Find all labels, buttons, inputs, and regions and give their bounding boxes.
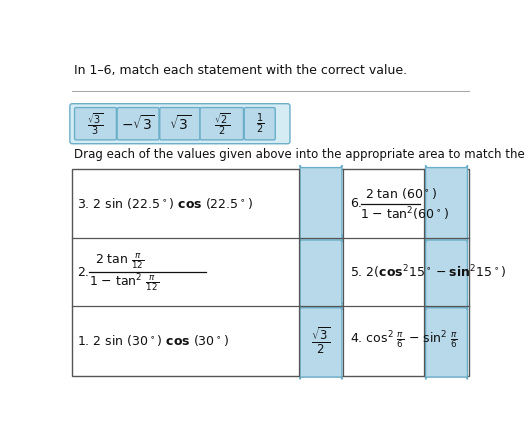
Text: In 1–6, match each statement with the correct value.: In 1–6, match each statement with the co…	[74, 64, 407, 77]
Text: 1 $-$ tan$^2$ $\frac{\pi}{12}$: 1 $-$ tan$^2$ $\frac{\pi}{12}$	[89, 273, 159, 294]
Text: 1. 2 sin (30$^\circ$) $\mathbf{cos}$ (30$^\circ$): 1. 2 sin (30$^\circ$) $\mathbf{cos}$ (30…	[77, 333, 229, 348]
FancyBboxPatch shape	[70, 104, 290, 144]
FancyBboxPatch shape	[244, 108, 275, 140]
Text: 5. 2$\left(\mathbf{cos}^2 15^\circ - \mathbf{sin}^2 15^\circ\right)$: 5. 2$\left(\mathbf{cos}^2 15^\circ - \ma…	[350, 264, 506, 281]
Text: 4. cos$^2$ $\frac{\pi}{6}$ $-$ sin$^2$ $\frac{\pi}{6}$: 4. cos$^2$ $\frac{\pi}{6}$ $-$ sin$^2$ $…	[350, 330, 458, 351]
Text: 1 $-$ tan$^2$(60$^\circ$): 1 $-$ tan$^2$(60$^\circ$)	[361, 206, 449, 224]
Text: 6.: 6.	[350, 197, 362, 210]
Text: 2.: 2.	[77, 266, 89, 279]
FancyBboxPatch shape	[426, 165, 467, 242]
Text: Drag each of the values given above into the appropriate area to match the expre: Drag each of the values given above into…	[74, 148, 528, 160]
Text: $\frac{\sqrt{3}}{3}$: $\frac{\sqrt{3}}{3}$	[88, 111, 103, 137]
Bar	[72, 169, 469, 375]
Text: $\frac{\sqrt{2}}{2}$: $\frac{\sqrt{2}}{2}$	[214, 111, 230, 137]
FancyBboxPatch shape	[300, 302, 342, 380]
FancyBboxPatch shape	[426, 235, 467, 310]
Text: $-\sqrt{3}$: $-\sqrt{3}$	[121, 114, 155, 133]
FancyBboxPatch shape	[300, 235, 342, 310]
Text: $\frac{1}{2}$: $\frac{1}{2}$	[256, 112, 264, 136]
Text: 2 tan $\frac{\pi}{12}$: 2 tan $\frac{\pi}{12}$	[96, 252, 145, 271]
FancyBboxPatch shape	[300, 165, 342, 242]
Text: 3. 2 sin (22.5$^\circ$) $\mathbf{cos}$ (22.5$^\circ$): 3. 2 sin (22.5$^\circ$) $\mathbf{cos}$ (…	[77, 196, 253, 211]
FancyBboxPatch shape	[74, 108, 116, 140]
FancyBboxPatch shape	[117, 108, 159, 140]
Text: 2 tan (60$^\circ$): 2 tan (60$^\circ$)	[365, 186, 438, 201]
FancyBboxPatch shape	[426, 302, 467, 380]
Text: $\frac{\sqrt{3}}{2}$: $\frac{\sqrt{3}}{2}$	[312, 325, 331, 356]
FancyBboxPatch shape	[200, 108, 243, 140]
Text: $\sqrt{3}$: $\sqrt{3}$	[169, 114, 191, 133]
FancyBboxPatch shape	[160, 108, 200, 140]
